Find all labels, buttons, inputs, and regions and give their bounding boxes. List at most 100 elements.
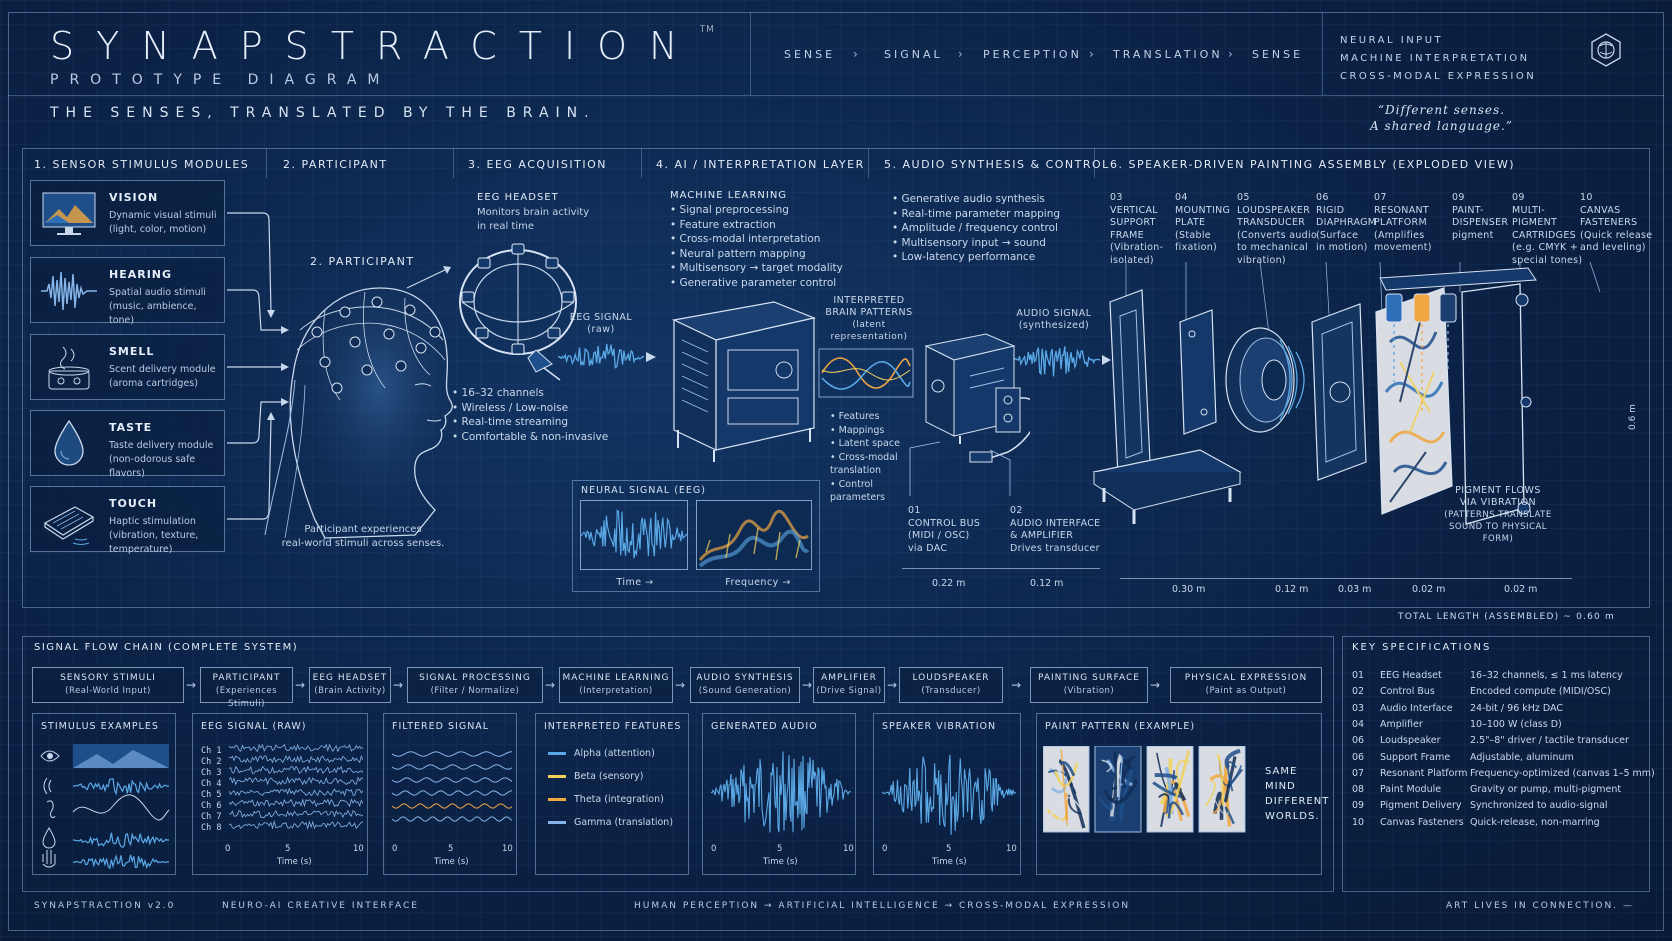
tick-label: 5 bbox=[285, 844, 291, 854]
section-title-assembly: 6. SPEAKER-DRIVEN PAINTING ASSEMBLY (EXP… bbox=[1110, 158, 1516, 171]
spec-value: Quick-release, non-marring bbox=[1470, 816, 1600, 828]
feature-item: Theta (integration) bbox=[548, 794, 664, 805]
part-pigment-cartridges: 09 MULTI- PIGMENT CARTRIDGES (e.g. CMYK + spe… bbox=[1512, 192, 1583, 266]
stimulus-connectors bbox=[227, 212, 289, 520]
spec-num: 08 bbox=[1352, 784, 1365, 796]
tick-label: 5 bbox=[777, 844, 783, 854]
spec-num: 02 bbox=[1352, 686, 1365, 698]
specs-frame bbox=[1342, 636, 1650, 892]
ml-bullet: Multisensory → target modality bbox=[670, 261, 843, 276]
tick-label: 10 bbox=[1006, 844, 1017, 854]
tick-label: 0 bbox=[882, 844, 888, 854]
section-title-participant: 2. PARTICIPANT bbox=[283, 158, 388, 171]
paint-stroke bbox=[1173, 788, 1183, 822]
pipeline-step-3: PERCEPTION bbox=[983, 48, 1082, 61]
filtered-trace bbox=[392, 816, 512, 822]
part-loudspeaker: 05 LOUDSPEAKER TRANSDUCER (Converts audio to… bbox=[1237, 192, 1318, 266]
spec-num: 01 bbox=[1352, 670, 1365, 681]
eeg-channel-trace bbox=[229, 743, 363, 753]
panel-paint-pattern: PAINT PATTERN (EXAMPLE) SAME MIND DIFFEREN… bbox=[1036, 713, 1328, 875]
neural-line-2: MACHINE INTERPRETATION bbox=[1340, 53, 1530, 64]
eeg-signal-label: EEG SIGNAL (raw) bbox=[569, 312, 633, 335]
footer-subtitle: NEURO-AI CREATIVE INTERFACE bbox=[222, 901, 419, 911]
section-sep bbox=[266, 148, 267, 178]
haptic-pad-icon bbox=[43, 506, 95, 545]
flow-arrow: → bbox=[802, 678, 813, 692]
spec-num: 10 bbox=[1352, 816, 1365, 828]
brain-patterns-label: INTERPRETED BRAIN PATTERNS (latent represe… bbox=[825, 295, 913, 342]
stimulus-name: SMELL bbox=[109, 345, 155, 358]
audio-interface-illustration bbox=[924, 333, 1030, 463]
headset-connector-arrow bbox=[406, 266, 451, 289]
dimension-label: 0.22 m bbox=[932, 578, 966, 589]
flow-arrow: → bbox=[887, 678, 898, 692]
footer-brand: SYNAPSTRACTION v2.0 bbox=[34, 901, 176, 911]
flow-arrow: → bbox=[393, 678, 404, 692]
participant-label: 2. PARTICIPANT bbox=[310, 255, 415, 268]
filtered-trace bbox=[392, 751, 512, 757]
stimulus-module-touch: TOUCH Haptic stimulation (vibration, text… bbox=[30, 486, 225, 555]
spec-num: 07 bbox=[1352, 767, 1365, 779]
spec-value: Synchronized to audio-signal bbox=[1470, 800, 1608, 812]
pattern-bullet: Cross-modal translation bbox=[830, 451, 900, 478]
eeg-headset-illustration bbox=[459, 243, 577, 381]
part-paint-dispenser: 09 PAINT- DISPENSER pigment bbox=[1452, 192, 1509, 241]
audio-signal-label: AUDIO SIGNAL (synthesized) bbox=[1016, 308, 1092, 331]
pattern-bullet: Latent space bbox=[830, 437, 900, 451]
pattern-bullet: Mappings bbox=[830, 424, 900, 438]
pipeline-arrow: › bbox=[958, 47, 963, 61]
tick-label: 10 bbox=[502, 844, 513, 854]
app-title: SYNAPSTRACTIONTM bbox=[50, 24, 715, 68]
flow-box-loudspeaker: LOUDSPEAKER (Transducer) bbox=[899, 667, 1003, 703]
main-section-frame bbox=[22, 148, 1650, 608]
exploded-assembly-illustration bbox=[1092, 262, 1601, 525]
ml-bullet: Neural pattern mapping bbox=[670, 247, 843, 262]
eeg-channel-trace bbox=[229, 754, 363, 764]
monitor-icon bbox=[42, 192, 96, 235]
spec-num: 06 bbox=[1352, 751, 1365, 763]
panel-speaker-vibration: SPEAKER VIBRATION 0 5 10 Time (s) bbox=[873, 713, 1021, 875]
eeg-bullet: Real-time streaming bbox=[452, 415, 608, 430]
same-mind-text: SAME MIND DIFFERENT WORLDS. bbox=[1265, 766, 1330, 822]
sound-wave-icon bbox=[41, 271, 97, 311]
paint-stroke bbox=[1206, 779, 1230, 815]
footer-center: HUMAN PERCEPTION → ARTIFICIAL INTELLIGEN… bbox=[634, 901, 1131, 911]
eeg-bullet: 16–32 channels bbox=[452, 386, 608, 401]
outer-frame bbox=[8, 12, 1664, 931]
spec-value: Frequency-optimized (canvas 1–5 mm) bbox=[1470, 767, 1655, 779]
paint-stroke bbox=[1224, 756, 1237, 803]
header-sep-2 bbox=[1322, 12, 1323, 95]
stimulus-desc: Taste delivery module (non-odorous safe f… bbox=[109, 440, 214, 479]
part-audio-interface: 02 AUDIO INTERFACE & AMPLIFIER Drives trans… bbox=[1010, 505, 1101, 554]
audio-bullet: Low-latency performance bbox=[892, 250, 1060, 265]
frequency-label: Frequency → bbox=[725, 577, 791, 588]
paint-stroke bbox=[1101, 759, 1112, 773]
participant-head-illustration bbox=[264, 287, 453, 539]
eeg-channel-trace bbox=[229, 809, 363, 819]
leader-lines bbox=[909, 441, 1011, 496]
eeg-channel-trace bbox=[229, 787, 363, 797]
ml-bullet: Cross-modal interpretation bbox=[670, 232, 843, 247]
spec-value: 10–100 W (class D) bbox=[1470, 718, 1562, 730]
part-diaphragm: 06 RIGID DIAPHRAGM (Surface in motion) bbox=[1316, 192, 1377, 253]
part-support-frame: 03 VERTICAL SUPPORT FRAME (Vibration-isolate… bbox=[1110, 192, 1164, 266]
filtered-trace bbox=[392, 803, 512, 809]
paint-stroke bbox=[1167, 801, 1185, 819]
section-title-audio: 5. AUDIO SYNTHESIS & CONTROL bbox=[884, 158, 1110, 171]
flow-box-sensory: SENSORY STIMULI (Real-World Input) bbox=[32, 667, 184, 703]
section-title-eeg: 3. EEG ACQUISITION bbox=[468, 158, 607, 171]
paint-stroke bbox=[1048, 794, 1063, 821]
section-sep bbox=[1094, 148, 1095, 178]
paint-stroke bbox=[1116, 757, 1123, 798]
stimulus-desc: Scent delivery module (aroma cartridges) bbox=[109, 364, 216, 389]
paint-stroke bbox=[1054, 762, 1079, 788]
flow-arrow: → bbox=[186, 678, 197, 692]
axis-label: Time (s) bbox=[763, 857, 798, 867]
flow-arrow: → bbox=[1011, 678, 1022, 692]
audio-bullet: Multisensory input → sound bbox=[892, 236, 1060, 251]
spec-key: EEG Headset bbox=[1380, 670, 1442, 681]
signal-flow-title: SIGNAL FLOW CHAIN (COMPLETE SYSTEM) bbox=[34, 642, 299, 653]
paint-stroke bbox=[1059, 761, 1076, 777]
flow-box-ml: MACHINE LEARNING (Interpretation) bbox=[559, 667, 673, 703]
